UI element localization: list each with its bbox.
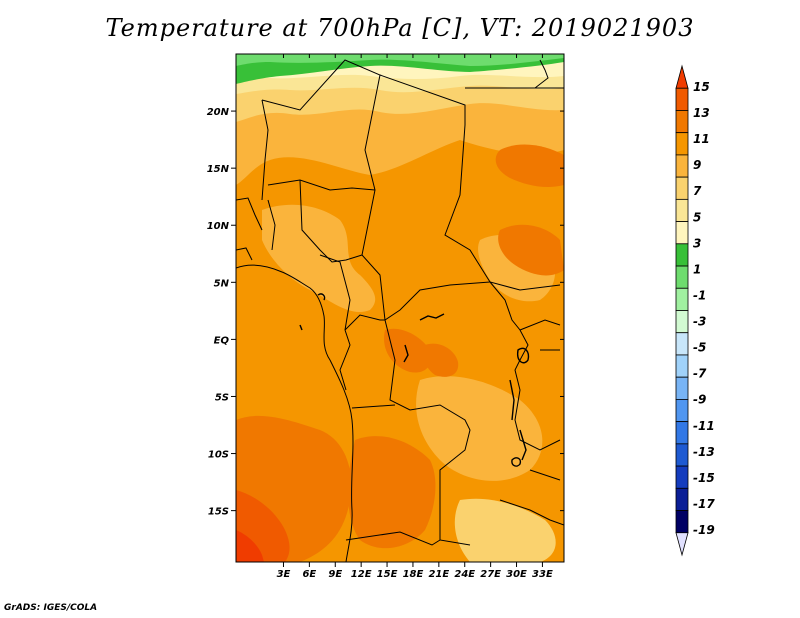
colorbar: 15 13 11 9 7 5 3 1 -1 -3 -5 -7 -9 -11 -13 -15 -17 -19 xyxy=(675,64,715,557)
field-patch-7-south xyxy=(416,376,543,481)
map-frame xyxy=(235,53,565,563)
country-borders xyxy=(236,59,564,562)
colorbar-swatch xyxy=(675,465,689,489)
colorbar-label: -15 xyxy=(693,471,715,485)
field-warm-11-south xyxy=(348,436,436,549)
colorbar-label: -7 xyxy=(693,367,707,381)
colorbar-swatch xyxy=(675,354,689,378)
colorbar-swatch xyxy=(675,287,689,311)
lon-tick-label: 3E xyxy=(277,569,291,580)
colorbar-label: 15 xyxy=(693,80,710,94)
lat-tick-label: 10N xyxy=(207,221,230,232)
colorbar-swatch xyxy=(675,198,689,222)
colorbar-swatch xyxy=(675,110,689,134)
colorbar-swatch xyxy=(675,154,689,178)
temperature-field xyxy=(236,54,564,562)
map-title: Temperature at 700hPa [C], VT: 201902190… xyxy=(105,14,695,42)
colorbar-label: 3 xyxy=(693,236,701,250)
field-warm-11-center2 xyxy=(423,343,459,377)
colorbar-swatch xyxy=(675,421,689,445)
colorbar-swatch xyxy=(675,399,689,423)
lakes xyxy=(299,293,530,467)
lon-tick-label: 6E xyxy=(302,569,316,580)
colorbar-label: 11 xyxy=(693,132,710,146)
colorbar-label: -9 xyxy=(693,393,706,407)
colorbar-label: 7 xyxy=(693,184,702,198)
colorbar-swatch xyxy=(675,132,689,156)
lat-tick-label: 5S xyxy=(215,392,229,403)
lon-tick-label: 9E xyxy=(328,569,342,580)
lat-tick-label: 5N xyxy=(214,278,230,289)
axis-ticks: 3E 6E 9E 12E 15E 18E 21E 24E 27E 30E 33E 20N 15N 10N 5… xyxy=(207,54,564,580)
lon-tick-label: 21E xyxy=(428,569,449,580)
colorbar-swatch xyxy=(675,443,689,467)
colorbar-swatch xyxy=(675,510,689,534)
colorbar-swatch xyxy=(675,243,689,267)
colorbar-swatch xyxy=(675,310,689,334)
colorbar-label: -11 xyxy=(693,419,715,433)
lon-tick-label: 24E xyxy=(454,569,475,580)
field-warm-11-east xyxy=(498,224,564,276)
colorbar-label: 5 xyxy=(693,210,701,224)
lat-tick-label: 15S xyxy=(208,507,229,518)
colorbar-label: -19 xyxy=(693,523,715,537)
field-hot-15 xyxy=(236,530,264,562)
colorbar-label: -5 xyxy=(693,341,706,355)
lon-tick-label: 12E xyxy=(351,569,372,580)
lat-tick-label: 15N xyxy=(207,164,230,175)
field-patch-7-se xyxy=(454,498,556,562)
lon-tick-label: 33E xyxy=(532,569,553,580)
colorbar-bottom-triangle xyxy=(675,532,689,557)
lon-tick-label: 15E xyxy=(377,569,398,580)
colorbar-label: -1 xyxy=(693,288,706,302)
field-patch-7-west xyxy=(262,204,376,312)
colorbar-label: 1 xyxy=(693,262,701,276)
field-band-minus3 xyxy=(236,54,564,66)
lon-tick-label: 27E xyxy=(480,569,501,580)
lat-tick-label: 10S xyxy=(208,450,229,461)
field-warm-11-center xyxy=(384,328,432,373)
colorbar-swatch xyxy=(675,332,689,356)
colorbar-swatch xyxy=(675,87,689,111)
colorbar-label: -17 xyxy=(693,497,715,511)
lon-tick-label: 18E xyxy=(403,569,424,580)
colorbar-swatch xyxy=(675,487,689,511)
colorbar-swatch xyxy=(675,376,689,400)
lat-tick-label: EQ xyxy=(214,335,230,346)
grads-credit: GrADS: IGES/COLA xyxy=(4,603,98,613)
lat-tick-label: 20N xyxy=(207,107,230,118)
colorbar-label: -3 xyxy=(693,315,706,329)
colorbar-label: -13 xyxy=(693,445,715,459)
colorbar-swatch xyxy=(675,176,689,200)
colorbar-label: 9 xyxy=(693,158,701,172)
colorbar-swatch xyxy=(675,265,689,289)
colorbar-label: 13 xyxy=(693,106,710,120)
colorbar-top-triangle xyxy=(675,64,689,89)
lon-tick-label: 30E xyxy=(506,569,527,580)
colorbar-swatch xyxy=(675,221,689,245)
field-warm-11-ne xyxy=(495,144,564,188)
